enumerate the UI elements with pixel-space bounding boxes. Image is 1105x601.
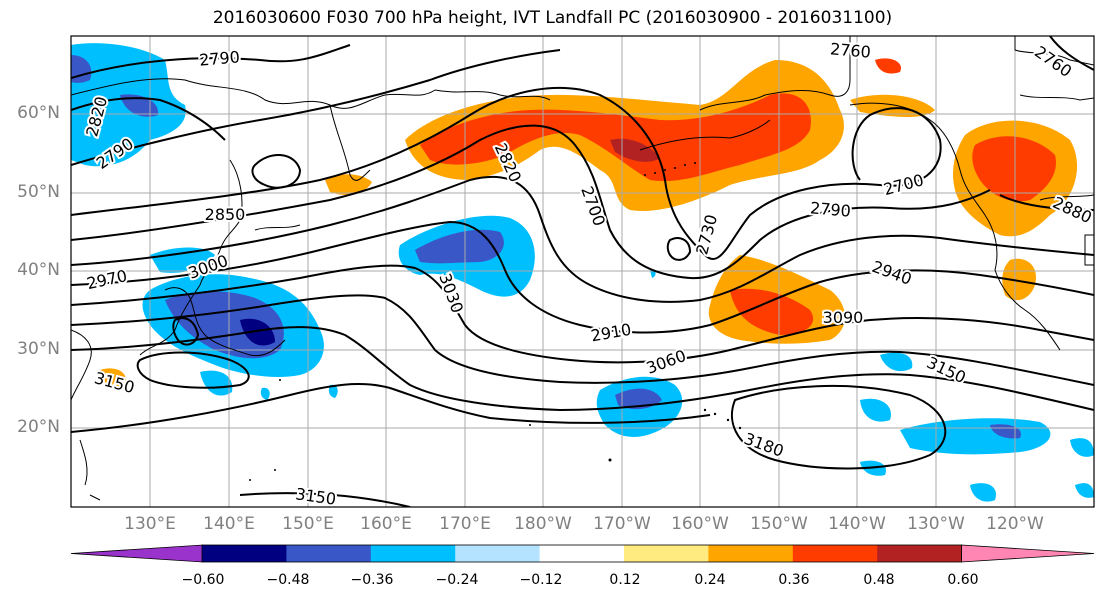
lon-label: 150°W — [734, 514, 824, 534]
lon-label: 130°W — [891, 514, 981, 534]
lon-label: 140°W — [812, 514, 902, 534]
contour-label: 3090 — [823, 308, 864, 327]
colorbar-segment — [286, 545, 371, 562]
colorbar-tick-label: 0.60 — [928, 572, 998, 588]
lat-label: 60°N — [0, 103, 60, 123]
colorbar-segment — [202, 545, 287, 562]
lon-label: 170°W — [577, 514, 667, 534]
colorbar-segment — [371, 545, 456, 562]
map-canvas: 2790 2820 2790 2850 2970 3000 3030 2820 … — [0, 0, 1105, 601]
colorbar-tick-label: 0.48 — [844, 572, 914, 588]
colorbar-tick-label: 0.12 — [590, 572, 660, 588]
contour-label: 2850 — [205, 205, 246, 224]
lat-label: 40°N — [0, 260, 60, 280]
colorbar-tick-label: 0.24 — [675, 572, 745, 588]
lon-label: 160°E — [341, 514, 431, 534]
lon-label: 140°E — [184, 514, 274, 534]
lon-label: 160°W — [655, 514, 745, 534]
colorbar-tick-label: −0.12 — [506, 572, 576, 588]
colorbar-segment — [708, 545, 793, 562]
colorbar-tick-label: −0.36 — [337, 572, 407, 588]
lat-label: 30°N — [0, 339, 60, 359]
colorbar-segment — [877, 545, 962, 562]
lon-label: 170°E — [420, 514, 510, 534]
lon-label: 130°E — [105, 514, 195, 534]
lat-label: 50°N — [0, 182, 60, 202]
colorbar-tick-label: −0.24 — [422, 572, 492, 588]
lon-label: 120°W — [970, 514, 1060, 534]
colorbar-tick-label: −0.60 — [168, 572, 238, 588]
colorbar-tick-label: −0.48 — [253, 572, 323, 588]
colorbar-tick-label: 0.36 — [759, 572, 829, 588]
colorbar-segment — [624, 545, 709, 562]
contour-label: 2790 — [809, 198, 851, 220]
colorbar-segment — [540, 545, 625, 562]
colorbar-segment — [793, 545, 878, 562]
colorbar-segment — [455, 545, 540, 562]
contour-label: 2790 — [198, 47, 240, 69]
lon-label: 150°E — [263, 514, 353, 534]
lon-label: 180°W — [498, 514, 588, 534]
colorbar-extend-max — [962, 545, 1094, 562]
colorbar — [71, 545, 1094, 562]
colorbar-extend-min — [71, 545, 203, 562]
contour-label: 2760 — [829, 39, 871, 61]
lat-label: 20°N — [0, 417, 60, 437]
